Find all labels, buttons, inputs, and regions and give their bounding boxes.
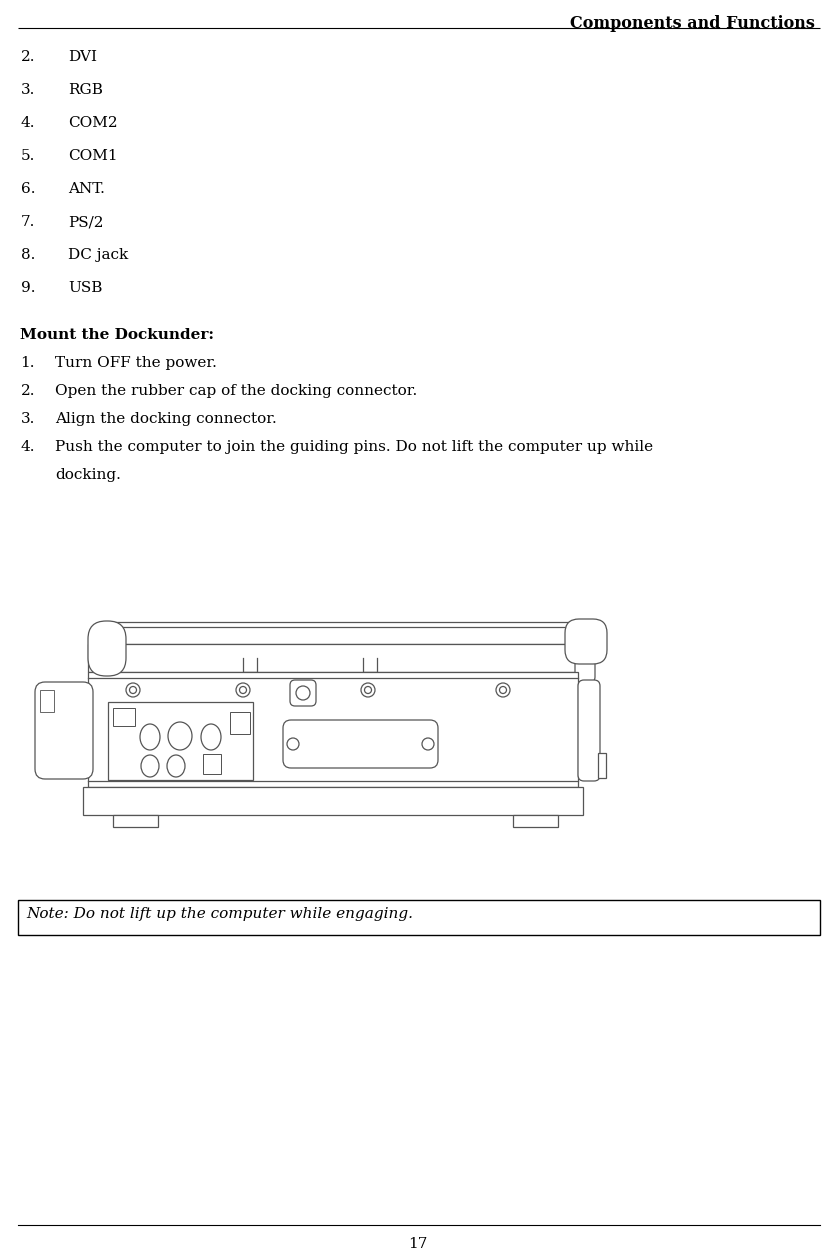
Bar (203, 754, 221, 774)
Text: ANT.: ANT. (68, 182, 105, 196)
Bar (18, 901, 820, 936)
Bar (83, 787, 583, 816)
Text: 17: 17 (407, 1237, 428, 1249)
Text: 7.: 7. (21, 215, 35, 229)
FancyBboxPatch shape (88, 621, 126, 676)
Ellipse shape (167, 754, 185, 777)
Bar (88, 672, 578, 787)
Bar (113, 708, 135, 726)
Text: USB: USB (68, 281, 103, 295)
Circle shape (240, 687, 246, 693)
Circle shape (129, 687, 136, 693)
Text: RGB: RGB (68, 82, 103, 97)
FancyBboxPatch shape (575, 639, 595, 682)
Circle shape (496, 683, 510, 697)
Circle shape (365, 687, 372, 693)
Circle shape (422, 738, 434, 749)
Text: DC jack: DC jack (68, 249, 129, 262)
Text: 1.: 1. (21, 356, 35, 370)
Text: 4.: 4. (21, 116, 35, 130)
Bar (100, 622, 582, 644)
Bar (513, 816, 558, 827)
Text: 4.: 4. (21, 440, 35, 453)
Ellipse shape (168, 722, 192, 749)
Text: COM1: COM1 (68, 149, 118, 164)
Text: Turn OFF the power.: Turn OFF the power. (55, 356, 217, 370)
Text: 2.: 2. (21, 383, 35, 398)
Ellipse shape (201, 724, 221, 749)
FancyBboxPatch shape (578, 679, 600, 781)
Text: 8.: 8. (21, 249, 35, 262)
Bar (113, 816, 158, 827)
Bar (108, 702, 253, 779)
Circle shape (126, 683, 140, 697)
Text: Mount the Dockunder:: Mount the Dockunder: (20, 328, 214, 342)
Text: docking.: docking. (55, 468, 121, 482)
Bar (88, 644, 583, 672)
Bar (230, 712, 250, 734)
Bar (40, 689, 54, 712)
Text: 5.: 5. (21, 149, 35, 164)
Text: Note: Do not lift up the computer while engaging.: Note: Do not lift up the computer while … (26, 907, 413, 921)
Text: Components and Functions: Components and Functions (570, 15, 815, 32)
FancyBboxPatch shape (290, 679, 316, 706)
Circle shape (287, 738, 299, 749)
Ellipse shape (140, 724, 160, 749)
Text: DVI: DVI (68, 50, 97, 64)
Circle shape (361, 683, 375, 697)
Text: Align the docking connector.: Align the docking connector. (55, 412, 276, 426)
Text: COM2: COM2 (68, 116, 118, 130)
Text: Push the computer to join the guiding pins. Do not lift the computer up while: Push the computer to join the guiding pi… (55, 440, 653, 453)
Text: 2.: 2. (21, 50, 35, 64)
FancyBboxPatch shape (283, 719, 438, 768)
Text: 6.: 6. (21, 182, 35, 196)
Text: 9.: 9. (21, 281, 35, 295)
Circle shape (499, 687, 507, 693)
Circle shape (236, 683, 250, 697)
Circle shape (296, 686, 310, 699)
Text: 3.: 3. (21, 412, 35, 426)
FancyBboxPatch shape (565, 620, 607, 664)
Ellipse shape (141, 754, 159, 777)
Bar (598, 753, 606, 778)
Text: 3.: 3. (21, 82, 35, 97)
FancyBboxPatch shape (35, 682, 93, 779)
Text: PS/2: PS/2 (68, 215, 104, 229)
Text: Open the rubber cap of the docking connector.: Open the rubber cap of the docking conne… (55, 383, 418, 398)
